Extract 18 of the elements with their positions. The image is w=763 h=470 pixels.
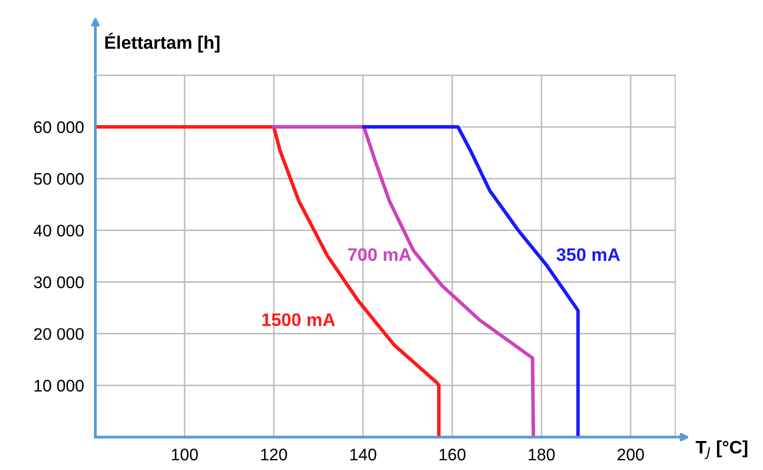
x-tick-label: 140 — [350, 448, 376, 460]
y-tick-label: 50 000 — [34, 173, 84, 185]
y-tick-label: 10 000 — [34, 380, 84, 392]
x-tick-label: 120 — [261, 448, 288, 460]
annotation: 700 mA — [348, 248, 412, 261]
x-tick-label: 200 — [618, 448, 644, 460]
y-axis-title: Élettartam [h] — [105, 32, 220, 53]
y-tick-label: 60 000 — [34, 121, 84, 134]
x-tick-label: 160 — [440, 448, 466, 460]
x-tick-label: 100 — [172, 448, 198, 460]
y-tick-label: 30 000 — [34, 276, 84, 288]
y-tick-label: 40 000 — [34, 224, 84, 237]
x-tick-label: 180 — [528, 448, 555, 460]
x-axis-title: T$_{J}$ [°C] — [696, 440, 748, 459]
line-series — [95, 125, 441, 438]
annotation: 350 mA — [556, 248, 620, 262]
y-tick-label: 20 000 — [34, 328, 84, 340]
annotation: 1500 mA — [262, 313, 335, 326]
